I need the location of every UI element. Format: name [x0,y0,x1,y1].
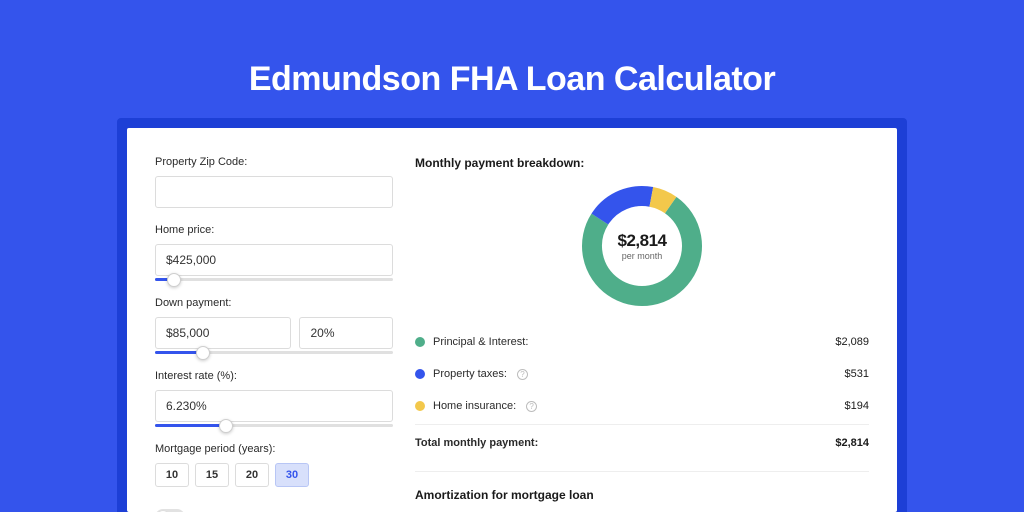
inputs-panel: Property Zip Code: Home price: Down paym… [155,156,393,512]
card-outer: Property Zip Code: Home price: Down paym… [117,118,907,512]
down-pct-input[interactable] [299,317,393,349]
calculator-card: Property Zip Code: Home price: Down paym… [127,128,897,512]
down-amount-input[interactable] [155,317,291,349]
down-slider[interactable] [155,351,393,354]
legend-tax-label: Property taxes: [433,368,507,380]
legend-ins-dot [415,401,425,411]
down-slider-thumb[interactable] [196,346,210,360]
price-slider[interactable] [155,278,393,281]
period-btn-30[interactable]: 30 [275,463,309,487]
price-input[interactable] [155,244,393,276]
rate-slider-thumb[interactable] [219,419,233,433]
legend-tax-value: $531 [845,368,869,380]
breakdown-title: Monthly payment breakdown: [415,156,869,170]
rate-slider[interactable] [155,424,393,427]
donut-amount: $2,814 [618,231,667,251]
price-field: Home price: [155,224,393,281]
donut-chart: $2,814 per month [580,184,704,308]
legend-total-value: $2,814 [835,437,869,449]
info-icon[interactable]: ? [526,401,537,412]
legend-pi-dot [415,337,425,347]
period-label: Mortgage period (years): [155,443,393,455]
page-title: Edmundson FHA Loan Calculator [0,0,1024,99]
legend-pi: Principal & Interest: $2,089 [415,326,869,358]
legend-ins-label: Home insurance: [433,400,516,412]
legend-ins-value: $194 [845,400,869,412]
price-label: Home price: [155,224,393,236]
donut-center: $2,814 per month [580,184,704,308]
amortization-section: Amortization for mortgage loan Amortizat… [415,471,869,512]
rate-slider-fill [155,424,226,427]
down-label: Down payment: [155,297,393,309]
zip-field: Property Zip Code: [155,156,393,208]
period-button-group: 10 15 20 30 [155,463,393,487]
legend-total: Total monthly payment: $2,814 [415,424,869,459]
legend-ins: Home insurance: ? $194 [415,390,869,422]
period-field: Mortgage period (years): 10 15 20 30 [155,443,393,487]
legend-total-label: Total monthly payment: [415,437,538,449]
down-field: Down payment: [155,297,393,354]
zip-label: Property Zip Code: [155,156,393,168]
rate-input[interactable] [155,390,393,422]
period-btn-15[interactable]: 15 [195,463,229,487]
rate-label: Interest rate (%): [155,370,393,382]
legend-pi-value: $2,089 [835,336,869,348]
legend-tax-dot [415,369,425,379]
price-slider-thumb[interactable] [167,273,181,287]
period-btn-10[interactable]: 10 [155,463,189,487]
breakdown-panel: Monthly payment breakdown: $2,814 per mo… [415,156,869,512]
page: Edmundson FHA Loan Calculator Property Z… [0,0,1024,512]
zip-input[interactable] [155,176,393,208]
donut-sub: per month [622,251,663,261]
donut-container: $2,814 per month [415,184,869,308]
rate-field: Interest rate (%): [155,370,393,427]
legend-tax: Property taxes: ? $531 [415,358,869,390]
legend-pi-label: Principal & Interest: [433,336,528,348]
amortization-title: Amortization for mortgage loan [415,488,869,502]
info-icon[interactable]: ? [517,369,528,380]
period-btn-20[interactable]: 20 [235,463,269,487]
